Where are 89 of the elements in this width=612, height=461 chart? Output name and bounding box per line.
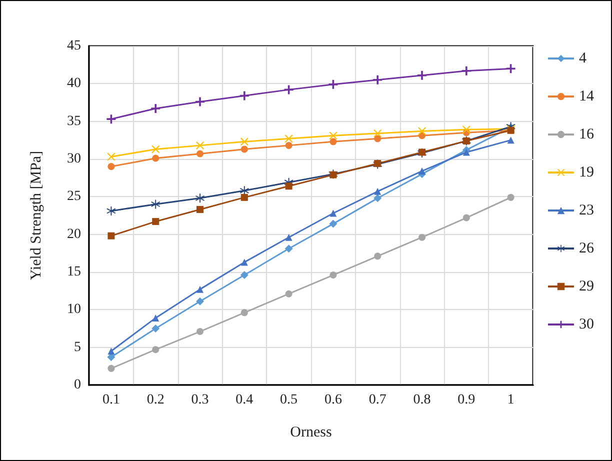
point — [330, 210, 337, 217]
point — [152, 218, 160, 226]
point — [285, 234, 292, 241]
point — [418, 127, 426, 136]
x-tick-label: 0.2 — [146, 392, 164, 408]
point — [284, 244, 293, 253]
x-tick-label: 0.9 — [458, 392, 476, 408]
point — [108, 163, 115, 170]
y-tick-label: 0 — [74, 378, 81, 392]
y-tick-label: 20 — [67, 226, 81, 242]
point — [196, 141, 204, 150]
point — [151, 104, 160, 114]
point — [196, 150, 204, 158]
point — [330, 272, 337, 279]
x-tick-label: 0.7 — [368, 392, 386, 408]
point — [374, 252, 382, 260]
point — [374, 135, 382, 142]
point — [418, 168, 426, 175]
point — [418, 234, 426, 241]
point — [507, 136, 514, 144]
point — [240, 194, 248, 201]
point — [240, 309, 248, 316]
point — [106, 114, 116, 124]
legend-label: 23 — [579, 202, 594, 218]
point — [328, 80, 338, 89]
point — [240, 146, 248, 153]
point — [196, 206, 204, 213]
y-tick-label: 45 — [67, 38, 81, 54]
point — [240, 91, 249, 100]
point — [152, 346, 160, 354]
point — [330, 138, 337, 146]
point — [152, 324, 160, 332]
y-tick-label: 35 — [67, 114, 81, 129]
point — [373, 75, 382, 84]
y-axis-title: Yield Strength [MPa] — [28, 150, 44, 280]
legend-label: 16 — [579, 126, 594, 142]
point — [196, 297, 204, 306]
point — [196, 286, 204, 293]
point — [152, 154, 160, 162]
legend-label: 14 — [579, 88, 594, 104]
point — [506, 64, 516, 74]
point — [462, 214, 470, 222]
x-tick-label: 1 — [507, 392, 514, 408]
y-tick-label: 15 — [67, 264, 81, 280]
point — [240, 138, 248, 146]
x-tick-label: 0.1 — [102, 392, 120, 408]
point — [285, 182, 292, 190]
point — [507, 194, 514, 201]
y-tick-label: 40 — [67, 76, 81, 92]
legend-label: 29 — [579, 278, 594, 294]
x-axis-title: Orness — [290, 424, 332, 440]
point — [462, 66, 471, 76]
x-tick-label: 0.6 — [324, 392, 342, 408]
point — [374, 129, 382, 138]
legend-label: 30 — [579, 316, 594, 332]
point — [151, 200, 160, 209]
point — [285, 142, 292, 149]
point — [462, 126, 470, 134]
y-tick-label: 5 — [74, 340, 81, 355]
point — [418, 70, 426, 80]
y-tick-label: 10 — [67, 302, 81, 318]
y-tick-label: 30 — [67, 152, 81, 166]
point — [108, 364, 115, 372]
x-tick-label: 0.4 — [236, 392, 254, 408]
point — [284, 134, 293, 143]
point — [240, 271, 248, 280]
point — [462, 148, 470, 156]
x-tick-label: 0.8 — [413, 392, 431, 408]
point — [152, 314, 160, 322]
point — [152, 145, 160, 154]
point — [107, 152, 116, 161]
x-tick-label: 0.3 — [191, 392, 209, 408]
point — [374, 194, 382, 202]
point — [374, 188, 382, 195]
point — [196, 194, 204, 203]
point — [329, 132, 338, 140]
legend-label: 4 — [579, 50, 587, 66]
point — [196, 97, 204, 106]
point — [108, 348, 115, 355]
y-tick-label: 25 — [67, 189, 81, 204]
point — [196, 328, 204, 336]
point — [329, 220, 338, 228]
point — [285, 290, 292, 298]
legend-label: 26 — [579, 240, 594, 256]
x-tick-label: 0.5 — [280, 392, 298, 408]
point — [240, 258, 248, 266]
legend-label: 19 — [579, 164, 594, 180]
point — [106, 206, 116, 216]
point — [108, 232, 115, 240]
